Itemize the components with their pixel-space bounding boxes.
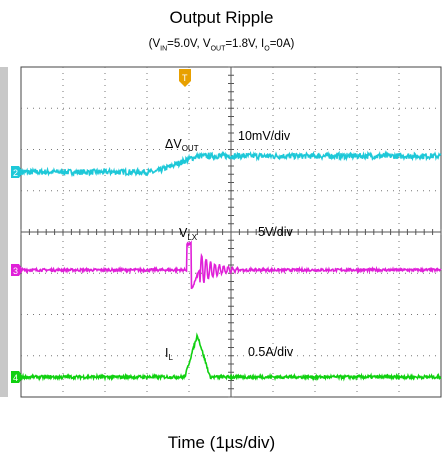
trace-4 bbox=[20, 332, 442, 382]
series-label: IL bbox=[165, 346, 173, 362]
series-label-subscript: LX bbox=[187, 233, 197, 242]
series-label-subscript: OUT bbox=[182, 144, 199, 153]
trace-2 bbox=[20, 150, 442, 178]
trigger-marker-label: T bbox=[182, 73, 188, 83]
left-gutter bbox=[0, 67, 8, 397]
channel-marker-3 bbox=[11, 264, 23, 276]
series-label-subscript: L bbox=[168, 353, 173, 362]
series-scale: 0.5A/div bbox=[248, 345, 294, 359]
channel-marker-label: 4 bbox=[13, 373, 18, 383]
series-4: 4 IL 0.5A/div bbox=[11, 332, 442, 383]
chart-subtitle: (VIN=5.0V, VOUT=1.8V, IO=0A) bbox=[148, 38, 295, 53]
channel-marker-label: 2 bbox=[13, 168, 18, 178]
series-scale: 10mV/div bbox=[238, 129, 291, 143]
channel-marker-label: 3 bbox=[13, 266, 18, 276]
trigger-marker bbox=[179, 69, 191, 87]
grid bbox=[20, 66, 442, 398]
series-scale: 5V/div bbox=[258, 225, 293, 239]
x-axis-label: Time (1µs/div) bbox=[167, 433, 276, 452]
channel-marker-2 bbox=[11, 166, 23, 178]
channel-marker-4 bbox=[11, 371, 23, 383]
trace-3 bbox=[20, 240, 442, 290]
chart-title: Output Ripple bbox=[169, 8, 274, 27]
